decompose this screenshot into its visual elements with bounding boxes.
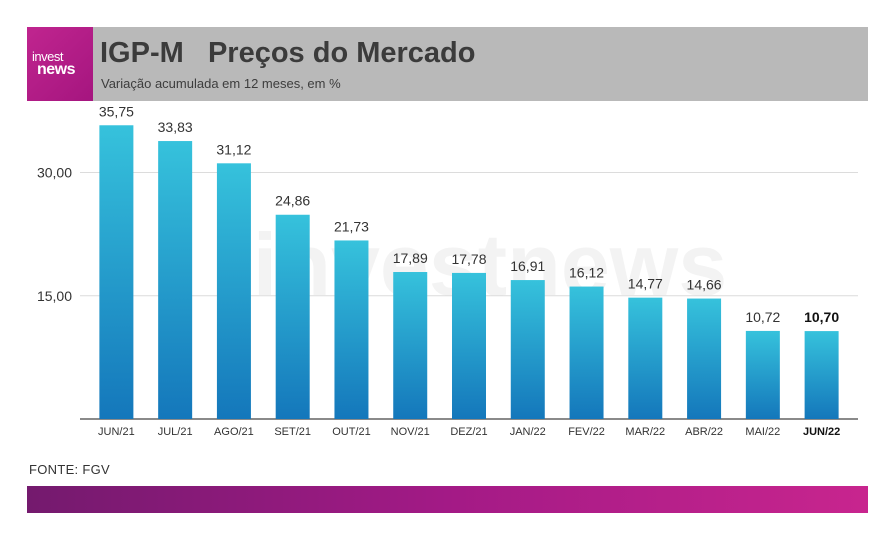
bar-value-label: 21,73 [334, 218, 369, 234]
bar [804, 331, 839, 419]
bar-value-label: 14,66 [687, 277, 722, 293]
bar [628, 297, 663, 419]
x-tick-label: OUT/21 [332, 426, 371, 438]
source-note: FONTE: FGV [29, 462, 110, 477]
x-tick-label: JUN/22 [803, 426, 840, 438]
logo-text-top: invest [32, 49, 63, 64]
labels: 15,00 30,00 35,75 JUN/21 33,83 JUL/21 31,12 AGO… [37, 103, 840, 438]
x-tick-label: JUL/21 [158, 426, 193, 438]
bar [452, 272, 486, 419]
bar [569, 286, 604, 419]
bar-value-label: 14,77 [628, 276, 663, 292]
bar [510, 280, 545, 419]
x-tick-label: MAI/22 [745, 426, 780, 438]
bar [158, 141, 193, 419]
logo-text-bottom: news [37, 61, 76, 78]
chart-title: IGP-M Preços do Mercado [100, 37, 476, 69]
chart-header: invest news IGP-M Preços do Mercado Vari… [27, 27, 868, 101]
x-tick-label: FEV/22 [568, 426, 605, 438]
bar [99, 125, 134, 420]
bar-value-label: 10,72 [745, 309, 780, 325]
bottom-brand-bar [27, 486, 868, 513]
bar-value-label: 16,91 [510, 258, 545, 274]
bar-value-label: 10,70 [804, 309, 839, 325]
bar-value-label: 16,12 [569, 265, 604, 281]
bar [216, 163, 251, 419]
bar-value-label: 31,12 [216, 141, 251, 157]
bar-value-label: 17,78 [451, 251, 486, 267]
bar-value-label: 17,89 [393, 250, 428, 266]
investnews-logo: invest news [27, 27, 93, 101]
chart-subtitle: Variação acumulada em 12 meses, em % [101, 76, 341, 91]
bar-value-label: 33,83 [158, 119, 193, 135]
bar [687, 298, 722, 419]
watermark-text: investnews [253, 215, 727, 314]
x-tick-label: MAR/22 [625, 426, 665, 438]
x-tick-label: AGO/21 [214, 426, 254, 438]
bar [745, 330, 780, 419]
x-tick-label: JAN/22 [510, 426, 546, 438]
x-tick-label: JUN/21 [98, 426, 135, 438]
bar-value-label: 35,75 [99, 103, 134, 119]
y-tick-label: 15,00 [37, 288, 72, 304]
x-tick-label: NOV/21 [391, 426, 430, 438]
x-tick-label: DEZ/21 [450, 426, 487, 438]
bar [334, 240, 369, 419]
x-tick-label: ABR/22 [685, 426, 723, 438]
y-tick-label: 30,00 [37, 165, 72, 181]
bar [393, 272, 428, 419]
bar [275, 214, 310, 419]
bar-value-label: 24,86 [275, 193, 310, 209]
x-tick-label: SET/21 [274, 426, 311, 438]
bars [99, 125, 839, 420]
